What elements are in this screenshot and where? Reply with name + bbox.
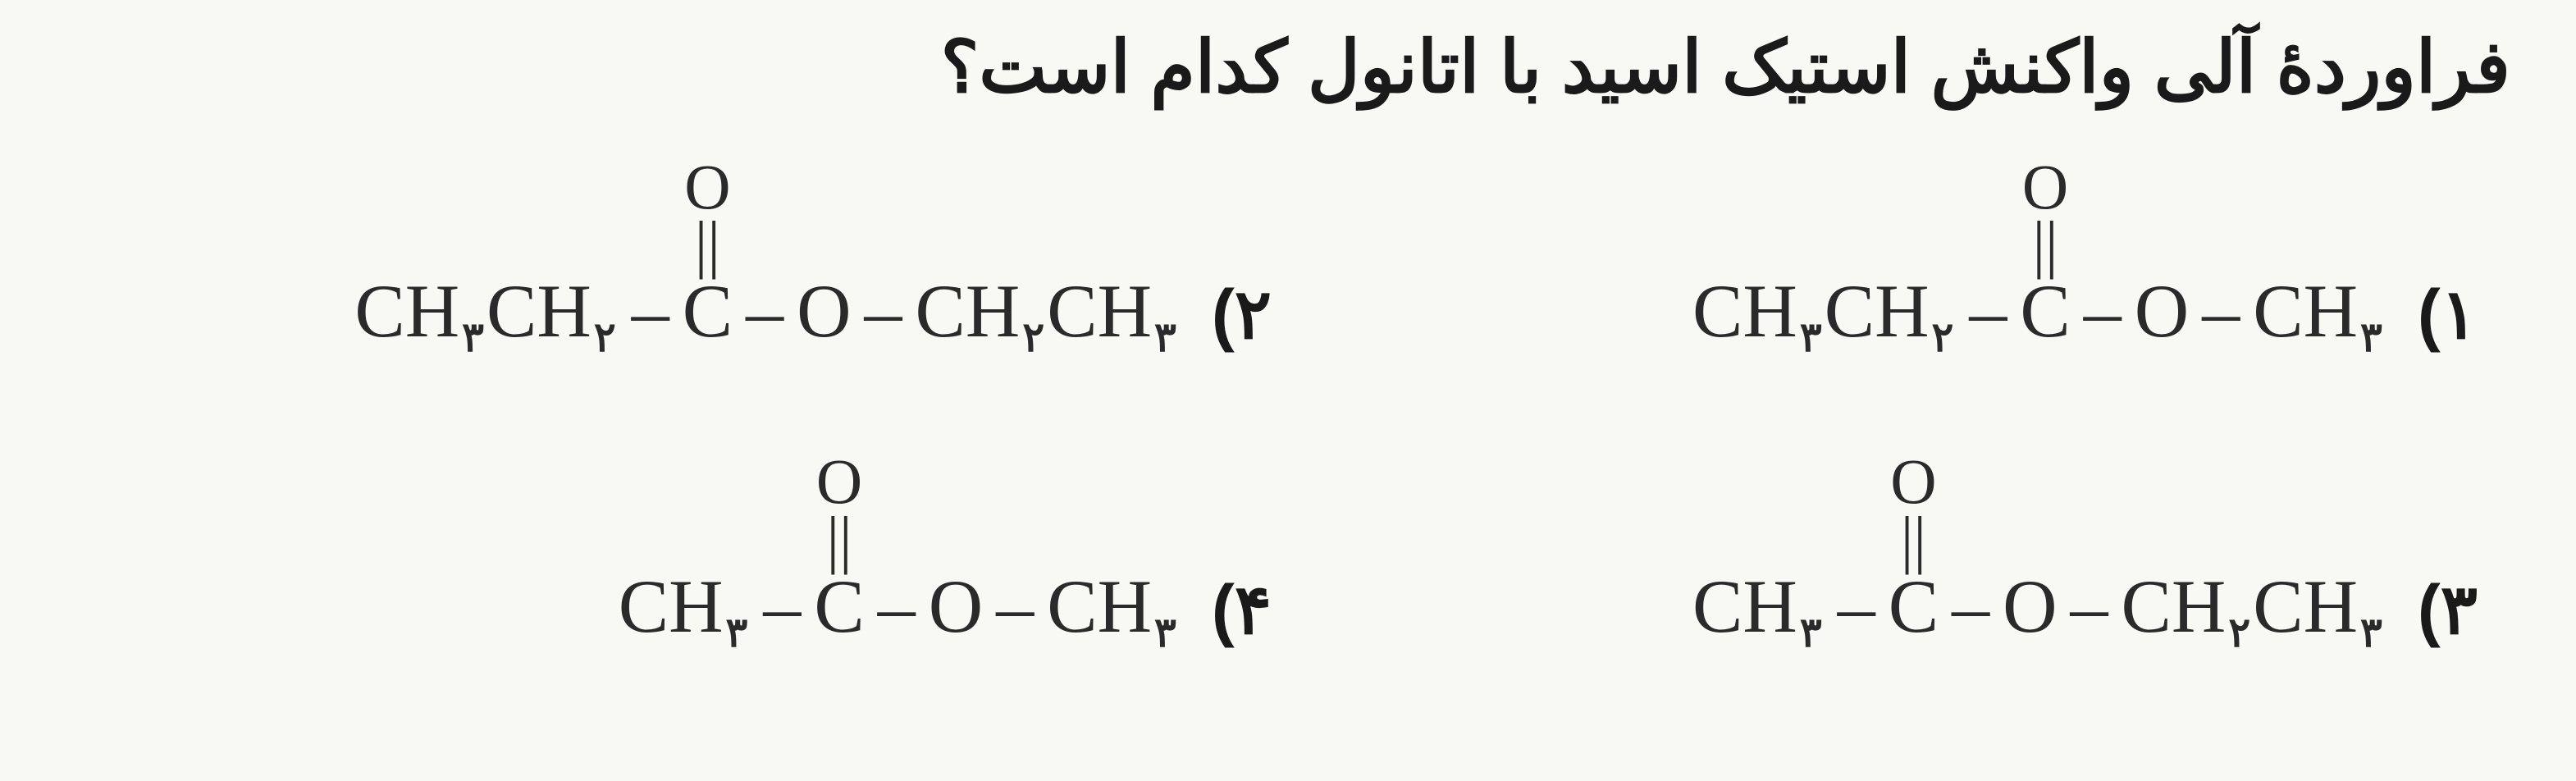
bond-dash: –: [736, 267, 793, 354]
bond-dash: –: [986, 563, 1044, 650]
bond-dash: –: [868, 563, 925, 650]
group-ch2ch3: CH۲CH۳: [916, 273, 1179, 349]
carbonyl-group: O || C: [683, 158, 733, 349]
option-3-marker: ۳): [2418, 569, 2478, 650]
bond-dash: –: [622, 267, 679, 354]
bond-dash: –: [2074, 267, 2131, 354]
bond-dash: –: [1828, 563, 1885, 650]
group-ch3ch2: CH۳CH۲: [354, 273, 618, 349]
bond-dash: –: [2061, 563, 2118, 650]
option-3: CH۳ – O || C – O – CH۲CH۳ ۳): [1304, 453, 2478, 649]
options-grid: CH۳CH۲ – O || C – O – CH۳ ۱): [66, 158, 2510, 650]
option-2-formula: CH۳CH۲ – O || C – O – CH۲CH۳: [354, 158, 1179, 354]
question-text: فراوردهٔ آلی واکنش استیک اسید با اتانول …: [66, 25, 2543, 109]
bond-dash: –: [753, 563, 811, 650]
option-4-formula: CH۳ – O || C – O – CH۳: [619, 453, 1179, 649]
group-ch3: CH۳: [619, 569, 751, 644]
atom-o: O: [929, 569, 983, 644]
carbonyl-group: O || C: [2020, 158, 2070, 349]
group-ch3: CH۳: [1692, 569, 1825, 644]
group-ch2ch3: CH۲CH۳: [2122, 569, 2385, 644]
bond-dash: –: [1959, 267, 2016, 354]
option-1-formula: CH۳CH۲ – O || C – O – CH۳: [1692, 158, 2385, 354]
option-4: CH۳ – O || C – O – CH۳ ۴): [98, 453, 1272, 649]
page: فراوردهٔ آلی واکنش استیک اسید با اتانول …: [0, 0, 2576, 781]
atom-o: O: [797, 273, 851, 349]
option-3-formula: CH۳ – O || C – O – CH۲CH۳: [1692, 453, 2385, 649]
atom-o: O: [2135, 273, 2189, 349]
group-ch3ch2: CH۳CH۲: [1692, 273, 1956, 349]
atom-o: O: [2003, 569, 2057, 644]
bond-dash: –: [855, 267, 912, 354]
group-ch3: CH۳: [1047, 569, 1179, 644]
bond-dash: –: [1942, 563, 1999, 650]
option-4-marker: ۴): [1212, 569, 1272, 650]
option-2: CH۳CH۲ – O || C – O – CH۲CH۳ ۲): [98, 158, 1272, 354]
group-ch3: CH۳: [2253, 273, 2385, 349]
option-1-marker: ۱): [2418, 274, 2478, 354]
carbonyl-group: O || C: [814, 453, 864, 643]
option-1: CH۳CH۲ – O || C – O – CH۳ ۱): [1304, 158, 2478, 354]
bond-dash: –: [2192, 267, 2249, 354]
option-2-marker: ۲): [1212, 274, 1272, 354]
carbonyl-group: O || C: [1889, 453, 1939, 643]
